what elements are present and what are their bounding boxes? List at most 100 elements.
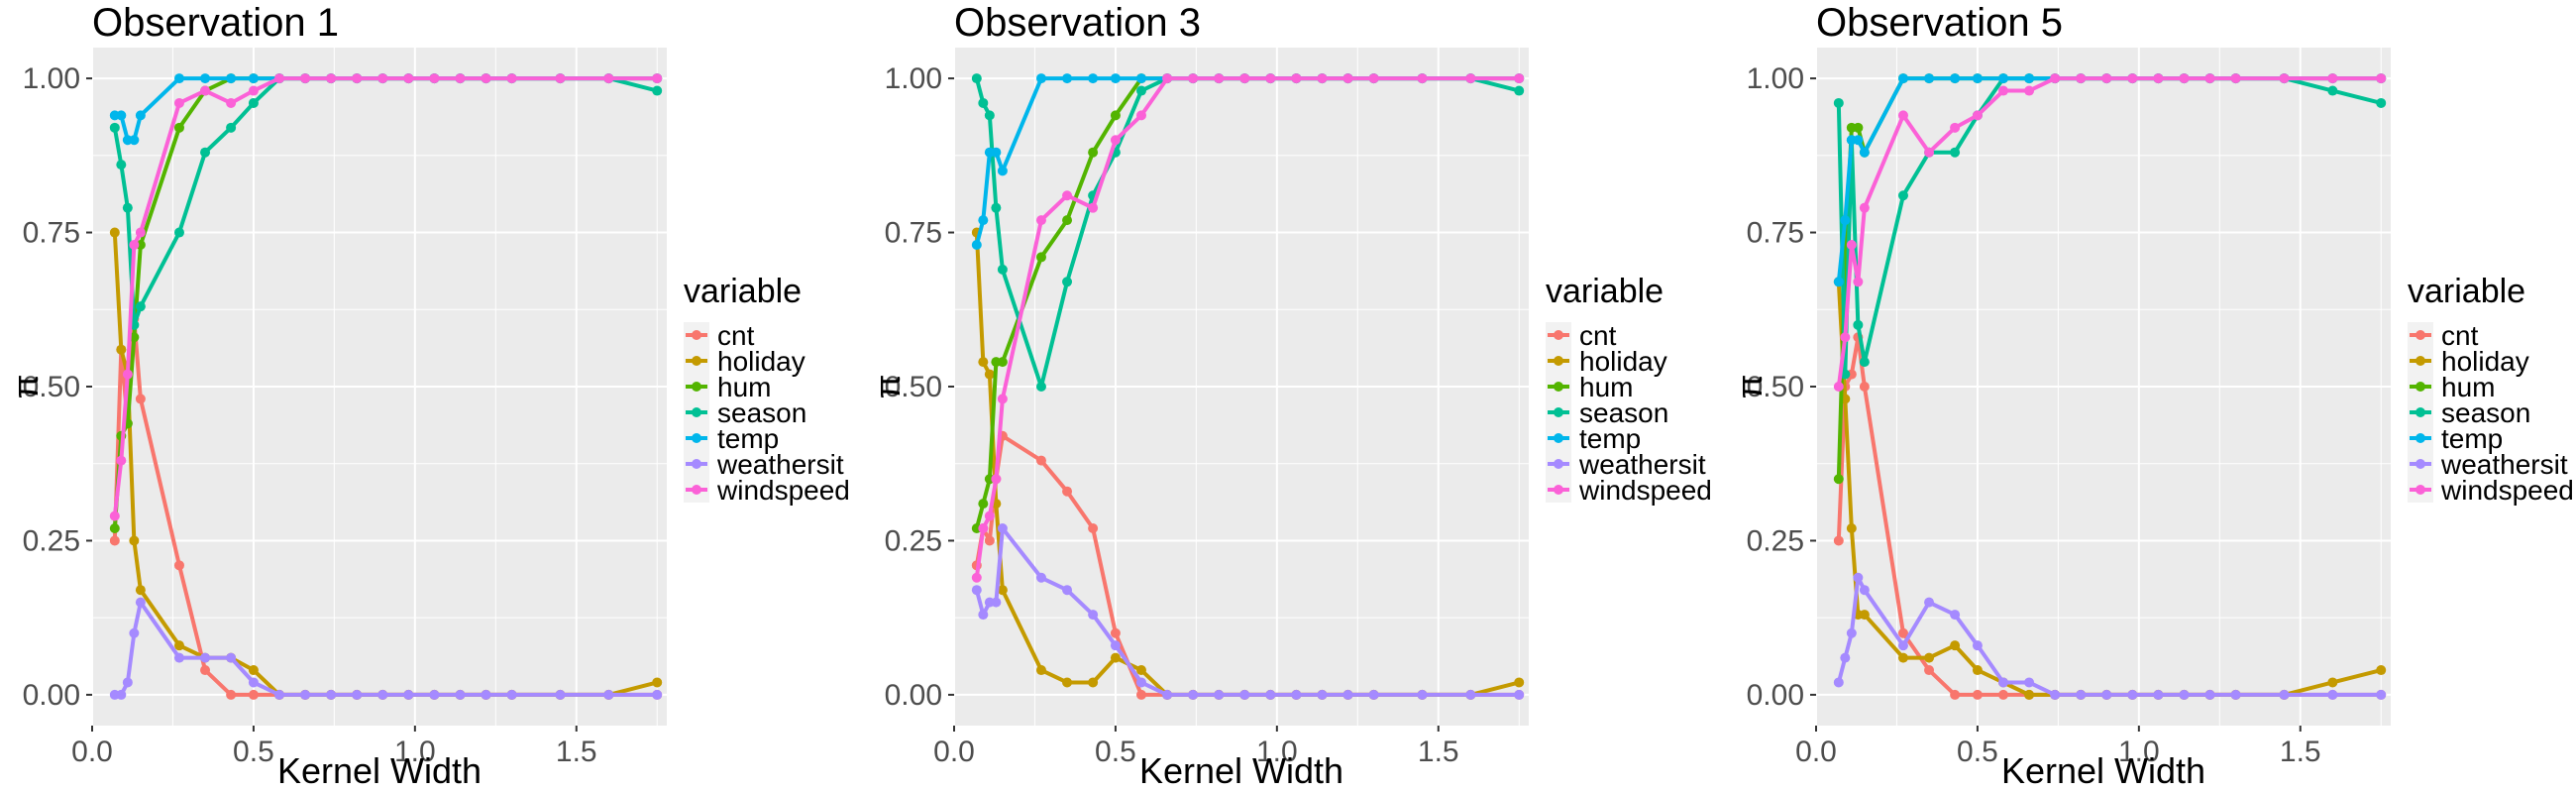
data-point-weathersit <box>1162 689 1173 700</box>
x-axis-label: Kernel Width <box>2001 750 2205 791</box>
data-point-weathersit <box>135 597 146 608</box>
data-point-holiday <box>1035 665 1046 676</box>
chart-title: Observation 1 <box>92 1 339 45</box>
legend-item-label: weathersit <box>2440 449 2568 480</box>
chart-panel-3: 0.00 0.25 0.50 0.75 1.00 0.0 0.5 1.0 1.5 Observat… <box>1729 1 2574 791</box>
data-point-windspeed <box>116 455 127 466</box>
data-point-windspeed <box>991 474 1002 485</box>
data-point-windspeed <box>300 73 311 84</box>
legend-item-label: season <box>2441 397 2530 428</box>
data-point-weathersit <box>506 689 517 700</box>
legend-key-point <box>2415 356 2425 366</box>
data-point-windspeed <box>1317 73 1328 84</box>
data-point-season <box>1514 85 1525 96</box>
y-axis-label: π <box>1729 375 1770 399</box>
legend-item-label: temp <box>2441 423 2503 454</box>
legend-item-label: holiday <box>2441 346 2529 377</box>
y-tick-label: 0.75 <box>885 217 942 250</box>
data-point-windspeed <box>2153 73 2164 84</box>
y-tick-label: 1.00 <box>23 62 80 95</box>
y-tick-label: 0.25 <box>23 524 80 557</box>
y-tick-label: 0.50 <box>23 371 80 403</box>
legend-item-label: hum <box>717 372 771 402</box>
data-point-temp <box>1950 73 1961 84</box>
series-line-windspeed <box>974 76 1520 579</box>
data-point-holiday <box>1062 677 1073 688</box>
data-point-cnt <box>1110 627 1121 638</box>
data-point-windspeed <box>109 510 120 521</box>
x-tick-label: 0.5 <box>1095 736 1136 768</box>
legend-key-point <box>2415 485 2425 495</box>
legend-item-label: holiday <box>717 346 805 377</box>
data-point-temp <box>200 73 211 84</box>
legend-item-label: season <box>1579 397 1668 428</box>
data-point-weathersit <box>2101 689 2112 700</box>
legend-key-point <box>1554 433 1563 443</box>
legend-key-point <box>1554 459 1563 469</box>
data-point-windspeed <box>122 369 133 380</box>
legend-key-point <box>2415 330 2425 340</box>
data-point-temp <box>1924 73 1935 84</box>
data-point-windspeed <box>1162 73 1173 84</box>
data-point-windspeed <box>555 73 566 84</box>
data-point-holiday <box>248 665 259 676</box>
data-point-weathersit <box>1188 689 1199 700</box>
data-point-temp <box>1972 73 1983 84</box>
x-tick-label: 0.0 <box>933 736 975 768</box>
y-tick-label: 1.00 <box>885 62 942 95</box>
data-point-windspeed <box>978 523 989 534</box>
data-point-hum <box>1088 147 1099 158</box>
legend-item-label: windspeed <box>1578 475 1712 506</box>
y-tick-label: 0.25 <box>885 524 942 557</box>
data-point-season <box>652 85 663 96</box>
data-point-temp <box>1833 277 1844 287</box>
data-point-windspeed <box>1846 239 1857 250</box>
data-point-windspeed <box>1465 73 1476 84</box>
data-point-windspeed <box>1514 73 1525 84</box>
data-point-windspeed <box>2179 73 2190 84</box>
legend-key-point <box>1554 485 1563 495</box>
data-point-temp <box>226 73 237 84</box>
data-point-holiday <box>2327 677 2338 688</box>
legend-key-point <box>692 485 701 495</box>
data-point-weathersit <box>1135 677 1146 688</box>
data-point-holiday <box>1110 652 1121 663</box>
data-point-windspeed <box>984 510 995 521</box>
data-point-temp <box>978 215 989 226</box>
data-point-temp <box>1859 147 1870 158</box>
data-point-windspeed <box>1214 73 1225 84</box>
legend-key-point <box>692 330 701 340</box>
x-tick-label: 1.5 <box>2280 736 2321 768</box>
data-point-season <box>226 122 237 133</box>
chart-panel-2: 0.00 0.25 0.50 0.75 1.00 0.0 0.5 1.0 1.5 Observat… <box>867 1 1712 791</box>
data-point-season <box>135 301 146 312</box>
data-point-windspeed <box>971 572 982 583</box>
legend-key-point <box>2415 433 2425 443</box>
data-point-windspeed <box>506 73 517 84</box>
data-point-season <box>997 264 1008 275</box>
data-point-windspeed <box>2101 73 2112 84</box>
data-point-windspeed <box>1859 202 1870 213</box>
data-point-weathersit <box>2153 689 2164 700</box>
y-tick-label: 0.00 <box>23 679 80 712</box>
data-point-weathersit <box>2204 689 2215 700</box>
data-point-weathersit <box>129 627 140 638</box>
data-point-weathersit <box>403 689 414 700</box>
data-point-weathersit <box>555 689 566 700</box>
x-tick-label: 1.0 <box>2118 736 2160 768</box>
data-point-windspeed <box>1924 147 1935 158</box>
data-point-windspeed <box>481 73 491 84</box>
legend-item-label: cnt <box>2441 320 2479 351</box>
data-point-season <box>1062 277 1073 287</box>
data-point-season <box>173 227 184 238</box>
data-point-holiday <box>984 369 995 380</box>
data-point-weathersit <box>1317 689 1328 700</box>
data-point-weathersit <box>352 689 363 700</box>
data-point-weathersit <box>1833 677 1844 688</box>
legend-key-point <box>1554 407 1563 417</box>
data-point-windspeed <box>1972 110 1983 121</box>
data-point-hum <box>173 122 184 133</box>
data-point-cnt <box>1897 627 1908 638</box>
data-point-weathersit <box>481 689 491 700</box>
